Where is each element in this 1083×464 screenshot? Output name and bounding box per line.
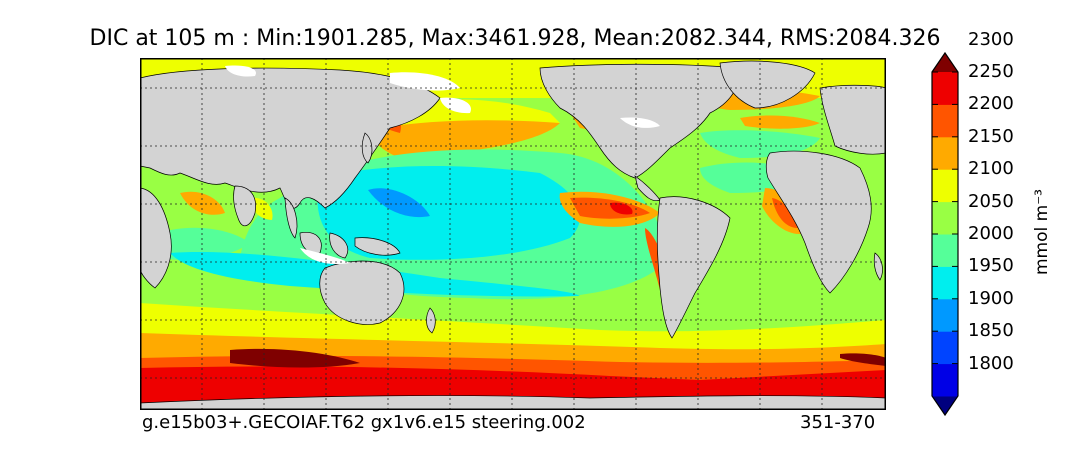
sea-ice: [225, 65, 660, 265]
colorbar-tick-label: 2150: [968, 125, 1014, 147]
colorbar-segment: [932, 363, 958, 397]
colorbar-segment: [932, 72, 958, 105]
colorbar: [931, 51, 959, 417]
map-frame: [140, 58, 886, 410]
etp-red: [610, 202, 633, 215]
colorbar-extend-min: [932, 396, 958, 415]
colorbar-segment: [932, 169, 958, 203]
colorbar-segment: [932, 298, 958, 332]
map-gridlines: [140, 58, 886, 410]
colorbar-tick-label: 1900: [968, 287, 1014, 309]
pacific-blue: [368, 188, 430, 218]
colorbar-tick-label: 2300: [968, 28, 1014, 50]
colorbar-tick-label: 1950: [968, 255, 1014, 277]
colorbar-segment: [932, 136, 958, 170]
colorbar-segment: [932, 266, 958, 300]
colorbar-tick-label: 1800: [968, 352, 1014, 374]
case-name-label: g.e15b03+.GECOIAF.T62 gx1v6.e15 steering…: [142, 412, 586, 433]
dic-map: [140, 58, 886, 410]
colorbar-segment: [932, 104, 958, 138]
colorbar-tick-label: 2100: [968, 158, 1014, 180]
colorbar-segment: [932, 331, 958, 365]
colorbar-tick-label: 2200: [968, 93, 1014, 115]
colorbar-segment: [932, 201, 958, 235]
colorbar-extend-max: [932, 53, 958, 72]
year-range-label: 351-370: [800, 412, 876, 433]
arabian-sea-orange: [180, 191, 225, 215]
southern-ocean-dark-red: [230, 348, 360, 368]
colorbar-tick-label: 2000: [968, 223, 1014, 244]
colorbar-unit-label: mmol m⁻³: [1032, 189, 1052, 275]
colorbar-segment: [932, 234, 958, 267]
southern-ocean-dark-red-east: [840, 353, 886, 366]
indian-green: [160, 227, 250, 260]
map-title: DIC at 105 m : Min:1901.285, Max:3461.92…: [89, 26, 941, 51]
colorbar-tick-label: 2250: [968, 61, 1014, 82]
colorbar-segments: [932, 53, 958, 415]
benguela-red-orange: [772, 198, 798, 228]
colorbar-tick-label: 2050: [968, 190, 1014, 212]
colorbar-tick-label: 1850: [968, 320, 1014, 342]
colorbar-outline: [931, 51, 959, 417]
